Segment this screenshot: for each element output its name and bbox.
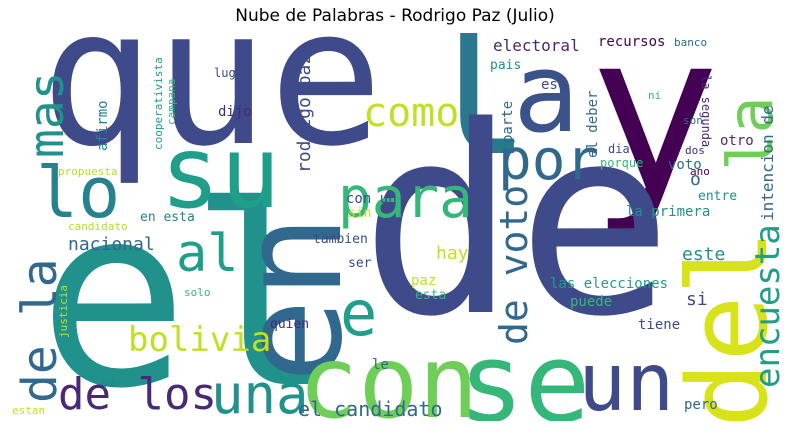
word-se: se [458, 319, 591, 421]
word-la-segunda: la segunda [699, 75, 713, 148]
word-tiene: tiene [638, 317, 681, 333]
word-entre: entre [698, 189, 738, 204]
word-el-deber: el deber [585, 90, 601, 158]
word-o: o [690, 169, 701, 190]
word-mas: mas [19, 71, 75, 158]
word-banco: banco [674, 36, 708, 49]
word-como: como [363, 90, 460, 136]
word-le: le [372, 357, 389, 373]
word-ser: ser [348, 256, 372, 271]
word-rodrigo-paz: rodrigo paz [294, 53, 315, 173]
word-a: a [513, 33, 580, 157]
word-cloud: que y l a de el en su lo la del con se u… [8, 33, 782, 421]
word-afirmo: afirmo [95, 100, 111, 151]
word-lo: lo [36, 152, 121, 234]
word-el-candidato: el candidato [298, 397, 443, 421]
word-que: que [40, 33, 384, 188]
word-lugar: lugar [214, 66, 251, 80]
word-voto: voto [668, 157, 702, 173]
word-la-primera: la primera [626, 204, 711, 220]
word-e: e [340, 277, 378, 350]
word-de-voto: de voto [492, 184, 536, 345]
word-con-un: con un [346, 191, 397, 207]
word-tambien: tambien [313, 232, 368, 247]
word-encuesta: encuesta [748, 224, 782, 388]
word-estan: estan [12, 404, 46, 417]
word-su: su [160, 114, 281, 231]
word-por: por [498, 128, 600, 193]
word-son: son [683, 114, 703, 127]
word-esta: esta [415, 288, 447, 303]
word-parte: parte [500, 100, 516, 143]
word-con: con [298, 324, 479, 422]
word-quien: quien [270, 317, 310, 332]
word-porque: porque [600, 156, 644, 170]
chart-title: Nube de Palabras - Rodrigo Paz (Julio) [235, 6, 555, 26]
word-pais: pais [490, 58, 522, 73]
word-intencion-de: intencion de [758, 105, 777, 221]
word-recursos: recursos [598, 34, 666, 50]
word-bolivia: bolivia [128, 320, 272, 360]
word-las-elecciones: las elecciones [550, 276, 669, 292]
word-hay: hay [436, 243, 469, 264]
word-justicia: justicia [57, 285, 70, 338]
word-propuesta: propuesta [58, 165, 118, 178]
word-candidato: candidato [68, 220, 128, 233]
word-el: el [38, 152, 340, 422]
word-ano: ano [690, 165, 710, 178]
word-otro: otro [720, 133, 754, 149]
word-nacional: nacional [68, 234, 155, 255]
word-dijo: dijo [218, 104, 252, 120]
word-electoral: electoral [493, 36, 580, 55]
word-y: y [588, 33, 721, 241]
word-puede: puede [570, 294, 613, 310]
word-una: una [211, 363, 309, 422]
word-cooperativista: cooperativista [152, 57, 165, 150]
word-al: al [176, 224, 239, 284]
word-solo: solo [184, 286, 211, 299]
word-sin: sin [348, 206, 372, 221]
word-ese: ese [541, 77, 567, 93]
word-de-los: de los [58, 369, 217, 420]
word-dia: dia [608, 142, 630, 156]
word-ya: ya [102, 377, 116, 390]
word-de: de [360, 72, 674, 374]
word-pero: pero [684, 397, 718, 413]
word-si: si [686, 289, 708, 310]
word-en-esta: en esta [140, 210, 195, 225]
word-ni: ni [648, 89, 662, 102]
word-un: un [578, 336, 675, 422]
word-campana: campana [165, 78, 178, 125]
word-paz: paz [411, 273, 437, 289]
word-l: l [418, 33, 533, 198]
word-este: este [682, 244, 726, 265]
word-dos: dos [685, 144, 705, 157]
word-para: para [338, 166, 473, 231]
